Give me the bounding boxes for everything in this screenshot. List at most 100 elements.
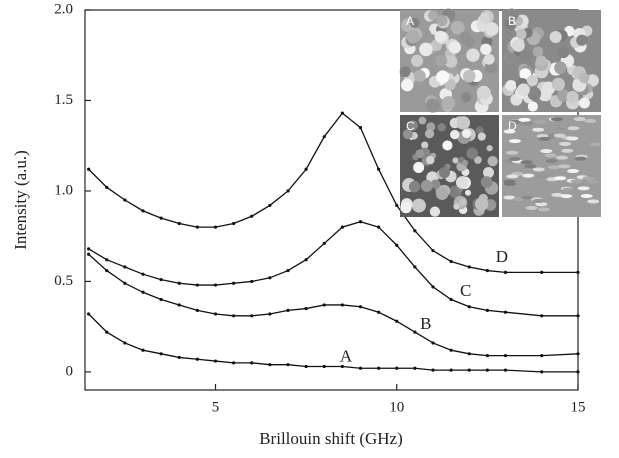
data-point (195, 357, 199, 361)
inset-grain (452, 157, 459, 164)
inset-image: A (399, 8, 499, 114)
data-point (177, 303, 181, 307)
inset-grain (462, 69, 476, 83)
inset-image: D (502, 115, 602, 217)
inset-grain (503, 129, 516, 134)
inset-grain (476, 85, 491, 100)
data-point (485, 354, 489, 358)
series-label: D (496, 247, 508, 266)
inset-grain (517, 83, 530, 97)
inset-grain (508, 139, 521, 144)
inset-grain (474, 156, 482, 164)
data-point (87, 312, 91, 316)
inset-grain (578, 97, 590, 109)
inset-grain (474, 197, 489, 211)
data-point (576, 314, 580, 318)
data-point (268, 312, 272, 316)
data-point (503, 310, 508, 314)
data-point (268, 363, 272, 367)
data-point (87, 167, 91, 171)
inset-grain (430, 179, 441, 189)
inset-grain (566, 90, 579, 104)
inset-grain (545, 158, 558, 163)
inset-grain (480, 43, 492, 55)
data-point (340, 364, 344, 369)
inset-grain (406, 29, 420, 44)
data-point (485, 308, 489, 312)
inset-grain (415, 149, 425, 159)
data-point (322, 241, 326, 246)
inset-grain (459, 31, 471, 44)
inset-grain (462, 159, 469, 166)
inset-grain (562, 187, 575, 192)
data-point (250, 314, 254, 318)
inset-grain (479, 13, 491, 24)
data-point (141, 209, 145, 213)
series-line (88, 112, 578, 274)
inset-grain (558, 164, 571, 169)
inset-grain (577, 186, 590, 191)
inset-grain (551, 192, 564, 197)
inset-grain (524, 164, 537, 169)
inset-grain (587, 179, 600, 184)
inset-grain (505, 53, 518, 65)
inset-image: B (502, 8, 601, 112)
x-axis-label: Brillouin shift (GHz) (259, 429, 403, 448)
inset-grain (456, 116, 471, 130)
data-point (232, 361, 236, 365)
data-point (105, 185, 109, 189)
data-point (540, 314, 544, 318)
inset-grain (506, 150, 519, 155)
data-point (123, 198, 127, 202)
data-point (250, 214, 254, 218)
data-point (503, 354, 508, 358)
data-point (159, 352, 163, 356)
inset-grain (450, 20, 465, 35)
inset-grain (573, 117, 586, 122)
inset-grain (522, 173, 535, 178)
data-point (377, 167, 381, 171)
data-point (322, 303, 326, 307)
data-point (431, 341, 435, 345)
data-point (358, 126, 363, 130)
series-label: C (460, 281, 471, 300)
inset-grain (535, 202, 548, 207)
x-tick-label: 15 (571, 399, 586, 415)
inset-grain (582, 176, 595, 181)
inset-grain (438, 167, 450, 179)
inset-grain (402, 129, 413, 140)
inset-grain (557, 46, 570, 59)
inset-grain (475, 126, 484, 135)
inset-grain (436, 70, 450, 84)
data-point (159, 216, 163, 220)
data-point (105, 258, 109, 262)
data-point (576, 352, 580, 356)
data-point (358, 305, 363, 309)
data-point (413, 366, 417, 370)
y-tick-label: 1.0 (54, 182, 73, 198)
data-point (286, 308, 290, 312)
data-point (268, 203, 272, 208)
inset-grain (435, 54, 448, 67)
inset-grain (560, 194, 573, 199)
inset-grain (505, 80, 517, 92)
inset-grain (526, 74, 539, 87)
data-point (467, 368, 471, 372)
inset-grain (540, 149, 553, 154)
inset-grain (589, 142, 602, 147)
inset-image: C (400, 115, 499, 217)
inset-grain (434, 30, 447, 43)
inset-grain (535, 174, 548, 179)
data-point (250, 361, 254, 365)
inset-grain (521, 195, 534, 200)
data-point (413, 265, 417, 269)
inset-grain (503, 179, 516, 184)
inset-grain (503, 195, 516, 200)
inset-grain (429, 206, 441, 217)
inset-grain (532, 127, 545, 132)
inset-grain (400, 201, 412, 214)
data-point (304, 167, 308, 171)
data-point (213, 225, 218, 229)
data-point (177, 281, 181, 285)
inset-grain (578, 72, 590, 84)
